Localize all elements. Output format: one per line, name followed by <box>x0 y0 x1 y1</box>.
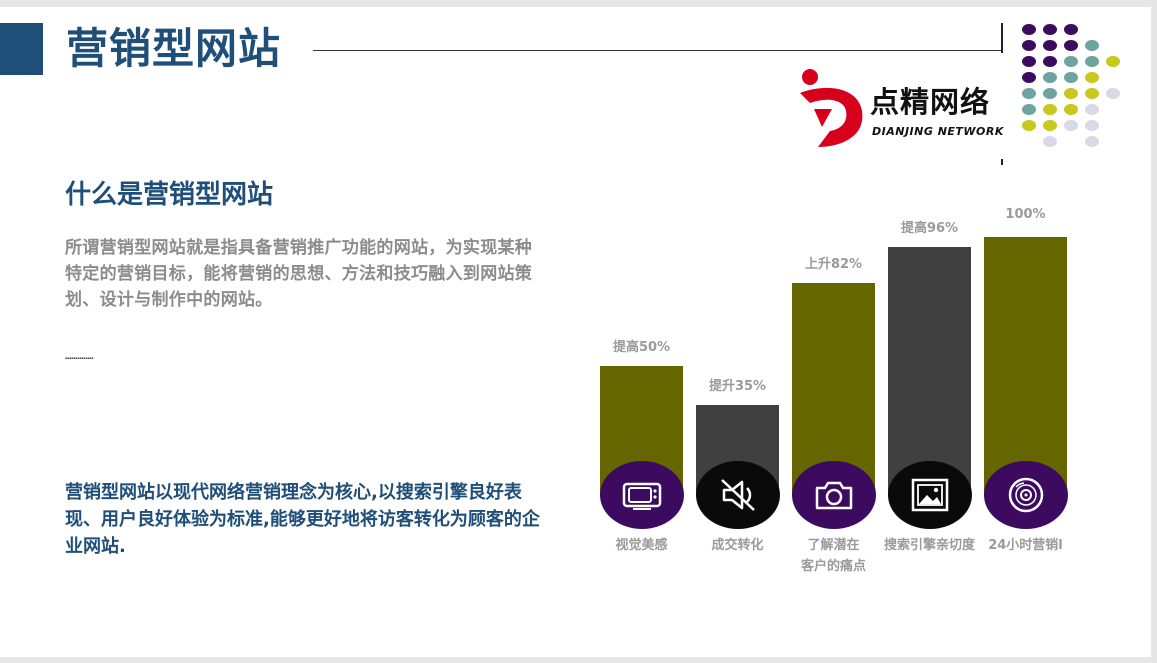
category-label: 搜索引擎亲切度 <box>876 535 984 556</box>
category-label-line: 视觉美感 <box>588 535 696 556</box>
category-label-line: 搜索引擎亲切度 <box>876 535 984 556</box>
bar-5 <box>984 237 1067 495</box>
category-label-line: 24小时营销l <box>972 535 1080 556</box>
tv-icon <box>621 478 663 512</box>
category-label-line: 客户的痛点 <box>780 556 888 577</box>
camera-icon <box>813 478 855 512</box>
speaker-muted-icon <box>718 476 758 514</box>
image-frame-icon <box>910 477 950 513</box>
bar-icon-badge <box>888 461 972 529</box>
bar-data-label: 上升82% <box>786 253 882 272</box>
bar-chart: 提高50% 视觉美感 提升35% 成交转化 上升82% 了解潜在 客户的痛点 提高96% 搜索引… <box>0 7 1151 657</box>
bar-data-label: 提升35% <box>690 375 786 394</box>
slide: 营销型网站 点精网络 DIANJING NETWORK 什么是营销型网站 所谓营… <box>0 7 1151 657</box>
bar-icon-badge <box>792 461 876 529</box>
disc-icon <box>1006 475 1046 515</box>
bar-4 <box>888 247 971 495</box>
bar-icon-badge <box>696 461 780 529</box>
bar-icon-badge <box>984 461 1068 529</box>
category-label: 24小时营销l <box>972 535 1080 556</box>
category-label-line: 了解潜在 <box>780 535 888 556</box>
bar-data-label: 100% <box>978 207 1074 222</box>
bar-data-label: 提高50% <box>594 336 690 355</box>
bar-icon-badge <box>600 461 684 529</box>
category-label: 视觉美感 <box>588 535 696 556</box>
bar-data-label: 提高96% <box>882 217 978 236</box>
category-label: 成交转化 <box>684 535 792 556</box>
category-label-line: 成交转化 <box>684 535 792 556</box>
category-label: 了解潜在 客户的痛点 <box>780 535 888 577</box>
